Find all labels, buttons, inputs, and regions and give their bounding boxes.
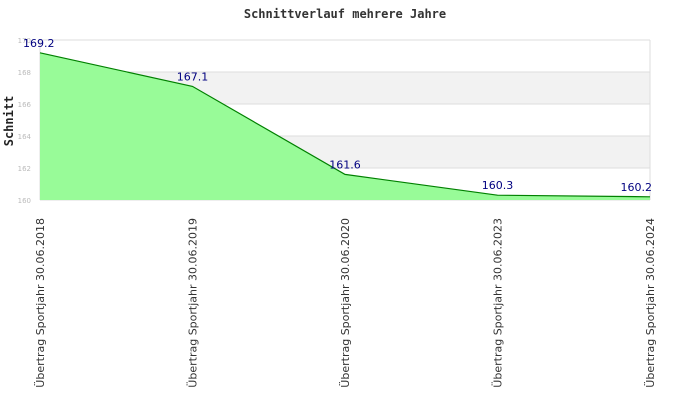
y-tick-label: 160 [18, 197, 31, 205]
x-tick-label: Übertrag Sportjahr 30.06.2018 [34, 218, 47, 388]
x-tick-label: Übertrag Sportjahr 30.06.2019 [187, 218, 200, 388]
y-axis-ticks: 160 162 164 166 168 170 [18, 37, 32, 205]
data-label: 161.6 [329, 158, 361, 171]
x-tick-label: Übertrag Sportjahr 30.06.2024 [644, 218, 657, 388]
data-label: 160.2 [621, 181, 653, 194]
y-tick-label: 164 [18, 133, 32, 141]
y-tick-label: 162 [18, 165, 31, 173]
data-label: 169.2 [23, 37, 55, 50]
data-label: 167.1 [177, 70, 209, 83]
y-tick-label: 170 [18, 37, 31, 45]
x-tick-label: Übertrag Sportjahr 30.06.2020 [339, 218, 352, 388]
data-label: 160.3 [482, 179, 514, 192]
x-axis-ticks: Übertrag Sportjahr 30.06.2018 Übertrag Sp… [34, 218, 657, 388]
y-axis-label: Schnitt [2, 96, 16, 147]
grid-band [40, 40, 650, 72]
area-fill [40, 52, 650, 200]
chart-title: Schnittverlauf mehrere Jahre [244, 7, 446, 21]
series-line [39, 52, 651, 198]
x-tick-label: Übertrag Sportjahr 30.06.2023 [492, 218, 505, 388]
data-labels: 169.2 167.1 161.6 160.3 160.2 [23, 37, 652, 194]
y-tick-label: 166 [18, 101, 32, 109]
y-tick-label: 168 [18, 69, 31, 77]
grid-bands [40, 40, 650, 200]
